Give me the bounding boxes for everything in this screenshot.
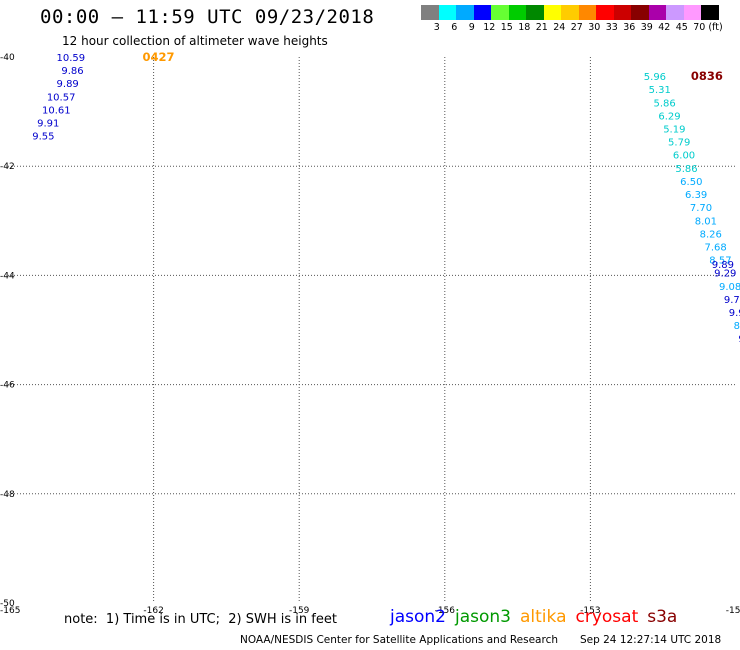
wave-height-value: 7.68 bbox=[704, 242, 726, 253]
legend-swatch bbox=[456, 5, 474, 20]
satellite-tracks: 10.599.869.8910.5710.619.919.5504275.965… bbox=[32, 50, 740, 345]
legend-label: 30 bbox=[588, 22, 601, 33]
legend-label: 18 bbox=[518, 22, 531, 33]
legend-swatch bbox=[578, 5, 596, 20]
satellite-legend: jason2 jason3 altika cryosat s3a bbox=[390, 607, 677, 627]
map-title: 00:00 – 11:59 UTC 09/23/2018 bbox=[40, 6, 375, 28]
wave-height-value: 9.12 bbox=[738, 334, 740, 345]
legend-label: 70 bbox=[693, 22, 706, 33]
legend-label: 21 bbox=[535, 22, 548, 33]
satellite-name-jason2: jason2 bbox=[390, 607, 446, 627]
legend-label: 33 bbox=[605, 22, 618, 33]
pass-time-label: 0836 bbox=[691, 69, 723, 83]
legend-label: 12 bbox=[483, 22, 496, 33]
longitude-tick-label: -165 bbox=[0, 606, 20, 616]
wave-height-value: 6.50 bbox=[680, 177, 702, 188]
latitude-tick-label: -40 bbox=[0, 53, 15, 63]
wave-height-value: 5.31 bbox=[649, 85, 671, 96]
wave-height-value: 9.99 bbox=[729, 308, 740, 319]
wave-height-value: 6.39 bbox=[685, 190, 707, 201]
longitude-tick-label: -153 bbox=[580, 606, 600, 616]
wave-height-value: 7.70 bbox=[690, 203, 712, 214]
legend-swatches bbox=[421, 5, 740, 20]
legend-label: 3 bbox=[433, 22, 440, 33]
longitude-tick-label: -162 bbox=[143, 606, 163, 616]
legend-label: 39 bbox=[640, 22, 653, 33]
wave-height-value: 5.86 bbox=[653, 98, 675, 109]
footer-timestamp: Sep 24 12:27:14 UTC 2018 bbox=[580, 634, 722, 646]
legend-swatch bbox=[473, 5, 491, 20]
wave-height-value: 5.19 bbox=[663, 125, 685, 136]
map-grid bbox=[8, 57, 736, 603]
wave-height-value: 9.86 bbox=[61, 66, 83, 77]
latitude-tick-label: -46 bbox=[0, 381, 15, 391]
wave-height-value: 6.00 bbox=[673, 151, 695, 162]
wave-height-value: 8.01 bbox=[695, 216, 717, 227]
map-tick-labels: -165 -162 -159 -156 -153 -150 -40 -42 -44 -46 -48 -… bbox=[0, 53, 740, 616]
legend-swatch bbox=[421, 5, 439, 20]
footer-credit: NOAA/NESDIS Center for Satellite Applica… bbox=[240, 634, 558, 646]
track-altika: 10.59 9.86 9.89 10.57 10.61 9.91 9.55 0427 bbox=[32, 50, 174, 143]
wave-height-value: 10.61 bbox=[42, 105, 71, 116]
satellite-name-altika: altika bbox=[520, 607, 567, 627]
legend-label: 24 bbox=[553, 22, 566, 33]
legend-swatch bbox=[526, 5, 544, 20]
legend-swatch bbox=[543, 5, 561, 20]
legend-labels: 3 6 9 12 15 18 21 24 27 30 33 36 39 42 45 70 (ft) bbox=[421, 22, 740, 36]
wave-height-value: 8.57 bbox=[709, 256, 731, 267]
wave-height-legend: 3 6 9 12 15 18 21 24 27 30 33 36 39 42 45 70 (ft) bbox=[421, 5, 740, 36]
legend-swatch bbox=[701, 5, 719, 20]
legend-label: 15 bbox=[500, 22, 513, 33]
wave-height-value: 8.67 bbox=[734, 321, 740, 332]
longitude-tick-label: -150 bbox=[726, 606, 740, 616]
wave-height-value: 8.26 bbox=[700, 229, 722, 240]
legend-swatch bbox=[491, 5, 509, 20]
legend-swatch bbox=[666, 5, 684, 20]
wave-height-value: 10.59 bbox=[57, 53, 86, 64]
wave-height-value: 9.89 bbox=[57, 79, 79, 90]
satellite-name-s3a: s3a bbox=[647, 607, 678, 627]
wave-height-value: 9.08 bbox=[719, 282, 740, 293]
units-note: note: 1) Time is in UTC; 2) SWH is in fe… bbox=[64, 612, 337, 627]
latitude-tick-label: -48 bbox=[0, 490, 15, 500]
wave-height-value: 9.71 bbox=[724, 295, 740, 306]
latitude-tick-label: -42 bbox=[0, 162, 15, 172]
satellite-name-cryosat: cryosat bbox=[575, 607, 639, 627]
latitude-tick-label: -50 bbox=[0, 599, 15, 609]
pass-time-label: 0427 bbox=[142, 50, 174, 64]
wave-height-value: 10.57 bbox=[47, 92, 76, 103]
wave-height-value: 5.79 bbox=[668, 138, 690, 149]
wave-height-value: 5.86 bbox=[675, 164, 697, 175]
legend-swatch bbox=[631, 5, 649, 20]
legend-label: 27 bbox=[570, 22, 583, 33]
legend-unit: (ft) bbox=[708, 22, 723, 33]
legend-swatch bbox=[561, 5, 579, 20]
wave-height-value: 9.29 bbox=[714, 269, 736, 280]
legend-swatch bbox=[438, 5, 456, 20]
legend-swatch bbox=[648, 5, 666, 20]
track-s3a: 5.96 5.31 5.86 6.29 5.19 5.79 6.00 5.86 6.50 6.39… bbox=[644, 69, 740, 345]
legend-label: 45 bbox=[675, 22, 688, 33]
latitude-tick-label: -44 bbox=[0, 271, 15, 281]
longitude-tick-label: -159 bbox=[289, 606, 310, 616]
wave-height-value: 6.29 bbox=[658, 111, 680, 122]
legend-swatch bbox=[508, 5, 526, 20]
legend-label: 9 bbox=[468, 22, 475, 33]
wave-height-value: 9.91 bbox=[37, 119, 59, 130]
legend-swatch bbox=[596, 5, 614, 20]
map-subtitle: 12 hour collection of altimeter wave hei… bbox=[62, 34, 328, 48]
legend-swatch bbox=[683, 5, 701, 20]
legend-label: 6 bbox=[451, 22, 458, 33]
legend-label: 42 bbox=[658, 22, 671, 33]
wave-height-value: 9.55 bbox=[32, 132, 54, 143]
wave-height-value: 9.89 bbox=[712, 260, 734, 271]
longitude-tick-label: -156 bbox=[435, 606, 456, 616]
legend-label: 36 bbox=[623, 22, 636, 33]
satellite-name-jason3: jason3 bbox=[455, 607, 511, 627]
legend-swatch bbox=[613, 5, 631, 20]
wave-height-value: 5.96 bbox=[644, 72, 666, 83]
